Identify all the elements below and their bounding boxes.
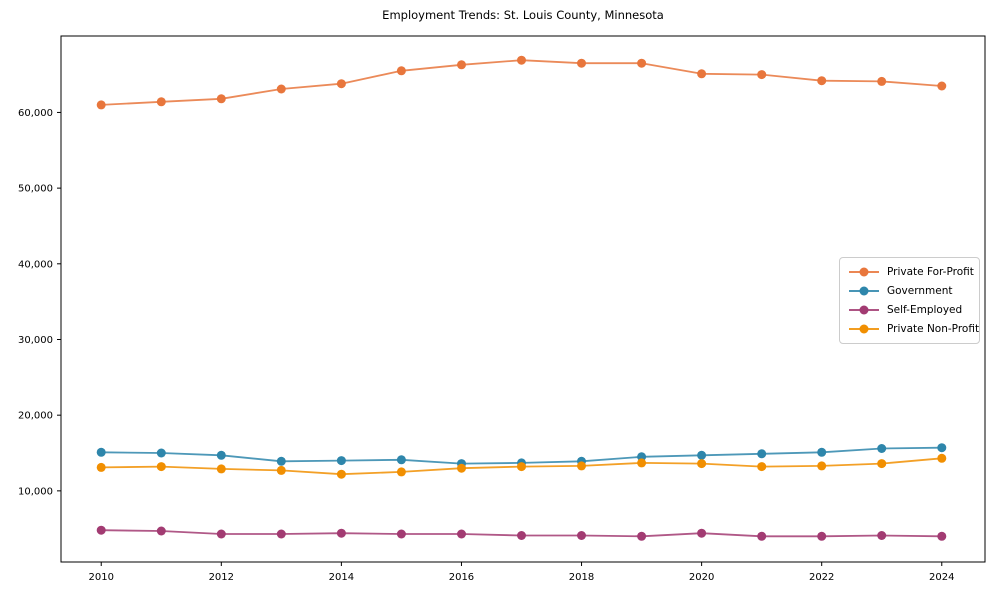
legend-item-private-non-profit: Private Non-Profit [848, 323, 979, 335]
data-point-government [396, 455, 406, 465]
y-tick-label: 60,000 [18, 108, 53, 119]
legend-dot [859, 286, 869, 296]
data-point-private-for-profit [396, 66, 406, 76]
data-point-government [336, 456, 346, 466]
legend-label: Government [887, 285, 953, 298]
x-tick-label: 2010 [88, 572, 113, 583]
data-point-private-non-profit [577, 461, 586, 471]
data-point-private-non-profit [697, 459, 707, 469]
data-point-self-employed [517, 531, 526, 540]
x-tick-label: 2016 [449, 572, 474, 583]
data-point-self-employed [96, 525, 106, 535]
legend-marker-self-employed [849, 305, 879, 315]
data-point-private-non-profit [877, 459, 887, 469]
data-point-self-employed [156, 526, 166, 536]
legend-label: Private For-Profit [887, 266, 974, 279]
data-point-government [817, 447, 827, 457]
data-point-private-non-profit [757, 462, 767, 472]
x-tick-label: 2020 [689, 572, 714, 583]
data-point-private-for-profit [336, 79, 346, 89]
legend-dot [859, 305, 869, 315]
data-point-government [216, 450, 226, 460]
data-point-private-non-profit [96, 462, 106, 472]
legend-item-self-employed: Self-Employed [848, 304, 971, 316]
data-point-government [96, 447, 106, 457]
data-point-self-employed [937, 531, 947, 541]
legend-dot [859, 267, 869, 277]
y-tick-label: 10,000 [18, 486, 53, 497]
data-point-private-non-profit [216, 464, 226, 474]
data-point-government [276, 456, 286, 466]
data-point-private-for-profit [276, 84, 286, 94]
data-point-private-for-profit [577, 58, 586, 68]
data-point-private-for-profit [517, 55, 526, 65]
data-point-self-employed [877, 531, 887, 540]
data-point-private-for-profit [96, 100, 106, 110]
data-point-private-for-profit [156, 97, 166, 107]
data-point-self-employed [817, 531, 827, 541]
data-point-self-employed [396, 529, 406, 539]
legend-label: Private Non-Profit [887, 322, 980, 335]
chart-title: Employment Trends: St. Louis County, Min… [382, 8, 664, 22]
data-point-self-employed [276, 529, 286, 539]
legend-marker-private-for-profit [849, 267, 879, 277]
x-tick-label: 2024 [929, 572, 954, 583]
y-tick-label: 50,000 [18, 184, 53, 195]
data-point-private-for-profit [216, 94, 226, 104]
data-point-private-non-profit [276, 465, 286, 475]
series-line-private-for-profit [101, 59, 942, 106]
data-point-private-non-profit [637, 458, 647, 468]
data-point-private-non-profit [937, 453, 947, 463]
data-point-private-for-profit [937, 81, 947, 91]
data-point-private-non-profit [336, 469, 346, 479]
data-point-self-employed [577, 531, 586, 540]
x-tick-label: 2012 [209, 572, 234, 583]
data-point-self-employed [336, 528, 346, 538]
data-point-government [156, 448, 166, 458]
data-point-self-employed [757, 531, 767, 541]
y-tick-label: 40,000 [18, 259, 53, 270]
data-point-self-employed [637, 531, 647, 541]
x-tick-label: 2022 [809, 572, 834, 583]
data-point-government [877, 444, 887, 453]
legend-marker-government [849, 286, 879, 296]
data-point-private-for-profit [757, 70, 767, 80]
data-point-private-non-profit [817, 461, 827, 471]
x-tick-label: 2014 [329, 572, 354, 583]
data-point-private-non-profit [457, 463, 466, 473]
legend: Private For-Profit Government Self-Employe… [839, 257, 980, 344]
y-tick-label: 20,000 [18, 411, 53, 422]
legend-item-private-for-profit: Private For-Profit [848, 266, 974, 279]
plot-frame [60, 35, 986, 563]
data-point-private-for-profit [877, 76, 887, 86]
data-point-self-employed [216, 529, 226, 539]
data-point-private-for-profit [817, 76, 827, 86]
data-point-private-for-profit [697, 69, 707, 79]
data-point-private-non-profit [156, 462, 166, 472]
data-point-self-employed [457, 529, 466, 539]
legend-item-government: Government [848, 285, 971, 297]
x-tick-label: 2018 [569, 572, 594, 583]
data-point-self-employed [697, 528, 707, 538]
legend-dot [859, 324, 869, 334]
data-point-government [937, 443, 947, 453]
data-point-government [697, 450, 707, 460]
y-tick-label: 30,000 [18, 335, 53, 346]
data-point-private-non-profit [396, 467, 406, 477]
data-point-private-non-profit [517, 462, 526, 472]
data-point-government [757, 449, 767, 459]
legend-marker-private-non-profit [849, 324, 879, 334]
data-point-private-for-profit [637, 58, 647, 68]
legend-label: Self-Employed [887, 303, 963, 316]
data-point-private-for-profit [457, 60, 466, 70]
